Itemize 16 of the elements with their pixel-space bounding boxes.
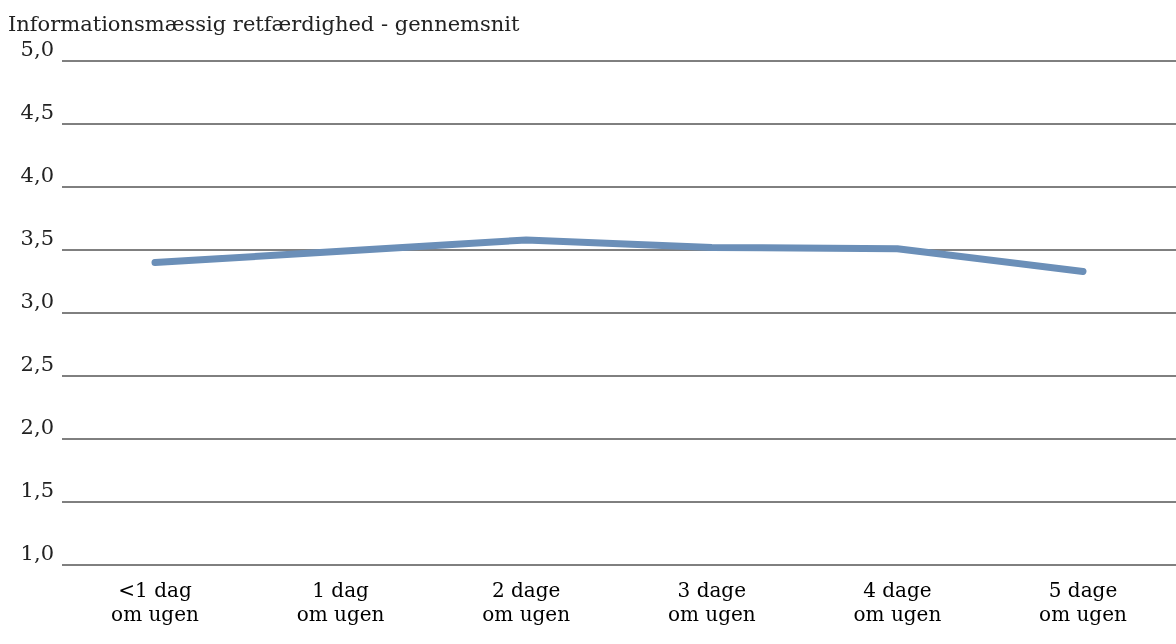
x-tick-label: 4 dage om ugen <box>853 578 942 626</box>
y-tick-label: 4,5 <box>20 100 54 125</box>
y-tick-label: 4,0 <box>20 163 54 188</box>
y-tick-label: 5,0 <box>20 37 54 62</box>
y-axis-title: Informationsmæssig retfærdighed - gennemsnit <box>8 12 520 36</box>
x-tick-label: 1 dag om ugen <box>296 578 385 626</box>
x-tick-label: 3 dage om ugen <box>667 578 756 626</box>
x-tick-label: 2 dage om ugen <box>482 578 571 626</box>
y-tick-label: 3,5 <box>20 226 54 251</box>
y-tick-label: 1,5 <box>20 478 54 503</box>
x-tick-label: <1 dag om ugen <box>111 578 199 626</box>
y-tick-label: 1,0 <box>20 541 54 566</box>
x-tick-label: 5 dage om ugen <box>1039 578 1127 626</box>
y-tick-label: 2,5 <box>20 352 54 377</box>
y-tick-label: 3,0 <box>20 289 54 314</box>
y-tick-label: 2,0 <box>20 415 54 440</box>
